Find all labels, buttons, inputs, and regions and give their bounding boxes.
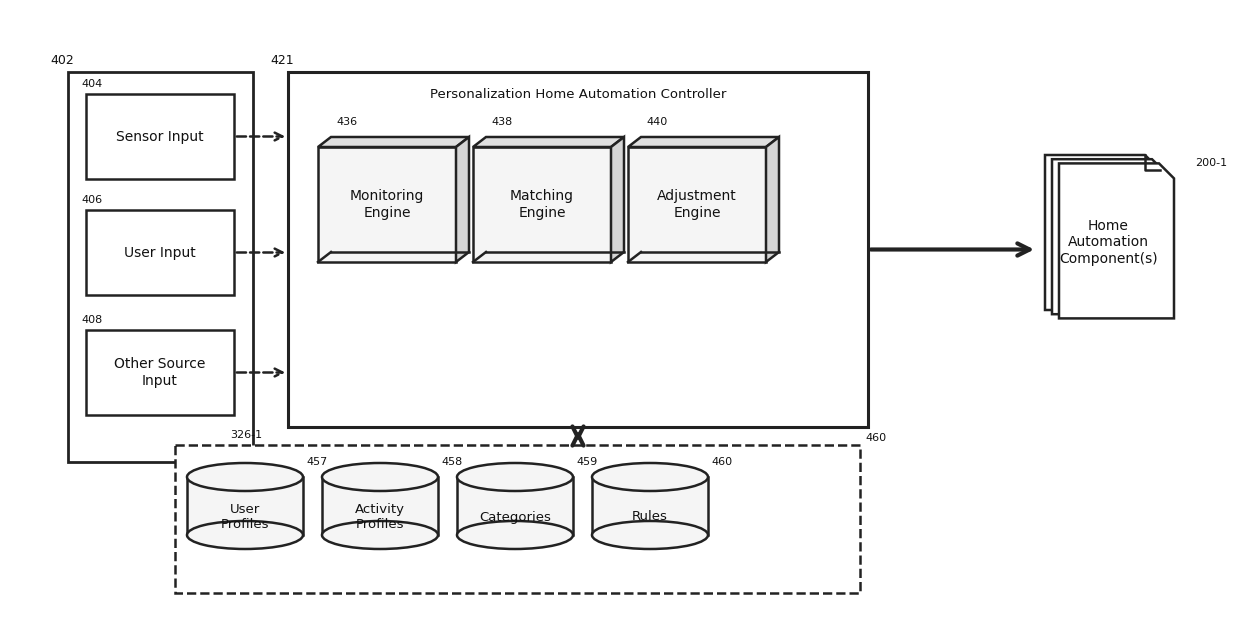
Text: 459: 459 [577, 457, 598, 467]
Text: 438: 438 [491, 117, 512, 127]
Polygon shape [472, 147, 611, 262]
Polygon shape [472, 137, 624, 147]
Text: 326-1: 326-1 [229, 430, 262, 440]
Polygon shape [766, 137, 779, 262]
Polygon shape [317, 147, 456, 262]
Text: Personalization Home Automation Controller: Personalization Home Automation Controll… [430, 88, 727, 101]
Text: 460: 460 [866, 433, 887, 443]
Text: Home
Automation
Component(s): Home Automation Component(s) [1059, 219, 1158, 266]
Text: 408: 408 [81, 315, 102, 325]
Text: Other Source
Input: Other Source Input [114, 357, 206, 388]
Polygon shape [187, 477, 303, 535]
Bar [175, 445, 861, 593]
Text: Monitoring
Engine: Monitoring Engine [350, 189, 424, 219]
Ellipse shape [322, 463, 438, 491]
Text: 402: 402 [50, 54, 73, 67]
Ellipse shape [187, 463, 303, 491]
Polygon shape [627, 137, 779, 147]
Polygon shape [458, 477, 573, 535]
Text: Rules: Rules [632, 511, 668, 524]
Text: User
Profiles: User Profiles [221, 503, 269, 531]
Text: 406: 406 [81, 195, 102, 205]
Text: Activity
Profiles: Activity Profiles [355, 503, 405, 531]
Bar [288, 72, 868, 427]
Text: Matching
Engine: Matching Engine [510, 189, 574, 219]
Text: User Input: User Input [124, 246, 196, 259]
Polygon shape [627, 147, 766, 262]
Polygon shape [456, 137, 469, 262]
Ellipse shape [322, 521, 438, 549]
Ellipse shape [591, 463, 708, 491]
Ellipse shape [187, 521, 303, 549]
Bar [86, 330, 234, 415]
Ellipse shape [591, 521, 708, 549]
Ellipse shape [458, 521, 573, 549]
Text: 458: 458 [441, 457, 463, 467]
Text: 440: 440 [646, 117, 667, 127]
Text: 421: 421 [270, 54, 294, 67]
Text: Sensor Input: Sensor Input [117, 129, 203, 144]
Polygon shape [1052, 159, 1167, 314]
Text: Adjustment
Engine: Adjustment Engine [657, 189, 737, 219]
Ellipse shape [458, 463, 573, 491]
Polygon shape [322, 477, 438, 535]
Bar [86, 94, 234, 179]
Bar [86, 210, 234, 295]
Text: Categories: Categories [479, 511, 551, 524]
Polygon shape [611, 137, 624, 262]
Polygon shape [317, 137, 469, 147]
Text: 460: 460 [711, 457, 732, 467]
Text: 200-1: 200-1 [1195, 158, 1228, 168]
Bar [68, 72, 253, 462]
Text: 404: 404 [81, 79, 102, 89]
Polygon shape [1045, 155, 1159, 310]
Text: 436: 436 [336, 117, 357, 127]
Polygon shape [1059, 163, 1174, 318]
Polygon shape [591, 477, 708, 535]
Text: 457: 457 [306, 457, 327, 467]
